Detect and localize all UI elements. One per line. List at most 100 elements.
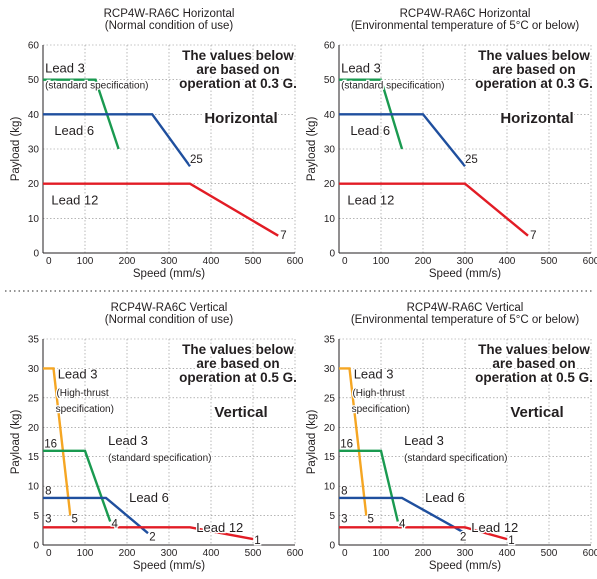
y-tick-label: 30 [28,364,40,375]
series-annotation: 7 [280,230,286,242]
condition-note-line: operation at 0.3 G. [179,76,297,91]
x-tick-label: 0 [46,548,52,559]
series-annotation: Lead 3 [45,61,85,76]
series-annotation: 3 [45,514,51,526]
x-tick-label: 400 [499,548,516,559]
y-tick-label: 5 [33,511,39,522]
condition-note-line: The values below [478,342,590,357]
series-annotation: 8 [45,485,51,497]
chart-title-line: (Normal condition of use) [105,20,234,32]
series-annotation: Lead 12 [347,192,394,207]
orientation-label: Vertical [214,404,267,421]
chart-panel-3: RCP4W-RA6C Vertical(Normal condition of … [10,302,304,572]
series-annotation: 1 [254,535,260,547]
x-tick-label: 500 [245,256,262,267]
series-line-4 [43,526,254,541]
y-tick-label: 20 [28,179,40,190]
x-tick-label: 300 [161,548,178,559]
x-axis-label: Speed (mm/s) [133,268,205,280]
series-annotation: 5 [72,514,78,526]
x-tick-label: 100 [373,256,390,267]
series-annotation: 7 [530,230,536,242]
series-annotation: Lead 6 [425,490,465,505]
series-annotation: 25 [465,154,478,166]
x-tick-label: 0 [46,256,52,267]
chart-grid: RCP4W-RA6C Horizontal(Normal condition o… [10,8,597,572]
x-tick-label: 400 [203,256,220,267]
y-tick-label: 40 [324,110,336,121]
x-tick-label: 300 [161,256,178,267]
series-line-4 [339,526,508,541]
series-annotation: 5 [368,514,374,526]
y-tick-label: 0 [329,249,335,260]
orientation-label: Vertical [510,404,563,421]
condition-note-line: The values below [478,48,590,63]
x-axis-label: Speed (mm/s) [429,268,501,280]
y-tick-label: 10 [324,214,336,225]
series-annotation: 2 [460,531,466,543]
y-tick-label: 25 [324,393,336,404]
series-annotation: 16 [340,438,353,450]
condition-note-line: are based on [196,62,279,77]
orientation-label: Horizontal [500,110,573,127]
series-annotation: 16 [44,438,57,450]
chart-panel-4: RCP4W-RA6C Vertical(Environmental temper… [306,302,597,572]
chart-title-line: RCP4W-RA6C Vertical [407,302,524,314]
y-tick-label: 15 [324,452,336,463]
series-annotation: 4 [111,518,118,530]
series-annotation: Lead 12 [196,520,243,535]
series-annotation: Lead 3 [108,433,148,448]
condition-note-line: are based on [196,356,279,371]
series-annotation: (standard specification) [404,453,507,464]
chart-title-line: (Environmental temperature of 5°C or bel… [351,314,579,326]
x-tick-label: 100 [77,548,94,559]
y-tick-label: 30 [324,364,336,375]
series-line-3 [339,496,466,535]
chart-title-line: RCP4W-RA6C Horizontal [104,8,235,20]
series-annotation: Lead 12 [471,520,518,535]
condition-note-line: are based on [492,62,575,77]
y-tick-label: 10 [28,482,40,493]
chart-title-line: RCP4W-RA6C Vertical [111,302,228,314]
x-tick-label: 400 [203,548,220,559]
x-tick-label: 400 [499,256,516,267]
x-tick-label: 0 [342,256,348,267]
series-annotation: Lead 6 [54,123,94,138]
series-annotation: specification) [56,404,114,415]
orientation-label: Horizontal [204,110,277,127]
condition-note-line: are based on [492,356,575,371]
series-annotation: 1 [508,535,514,547]
series-annotation: 8 [341,485,347,497]
series-annotation: (High-thrust [56,388,108,399]
x-tick-label: 600 [287,256,304,267]
series-annotation: Lead 3 [58,366,98,381]
x-tick-label: 100 [373,548,390,559]
series-line-3 [339,182,529,237]
y-tick-label: 50 [28,75,40,86]
condition-note-line: operation at 0.5 G. [179,370,297,385]
x-tick-label: 200 [415,256,432,267]
x-tick-label: 200 [415,548,432,559]
x-tick-label: 600 [583,548,597,559]
series-line-3 [43,182,279,237]
series-annotation: (standard specification) [45,80,148,91]
x-tick-label: 200 [119,548,136,559]
y-tick-label: 35 [324,335,336,346]
y-axis-label: Payload (kg) [306,117,318,182]
y-tick-label: 20 [324,423,336,434]
y-tick-label: 30 [28,145,40,156]
series-annotation: (standard specification) [341,80,444,91]
series-annotation: 3 [341,514,347,526]
y-tick-label: 60 [28,41,40,52]
series-annotation: Lead 12 [51,192,98,207]
y-tick-label: 30 [324,145,336,156]
series-annotation: Lead 6 [129,490,169,505]
x-tick-label: 600 [583,256,597,267]
chart-title-line: (Normal condition of use) [105,314,234,326]
y-axis-label: Payload (kg) [306,410,318,475]
series-annotation: Lead 3 [404,433,444,448]
series-line-2 [43,113,191,168]
x-tick-label: 600 [287,548,304,559]
series-annotation: (High-thrust [352,388,404,399]
